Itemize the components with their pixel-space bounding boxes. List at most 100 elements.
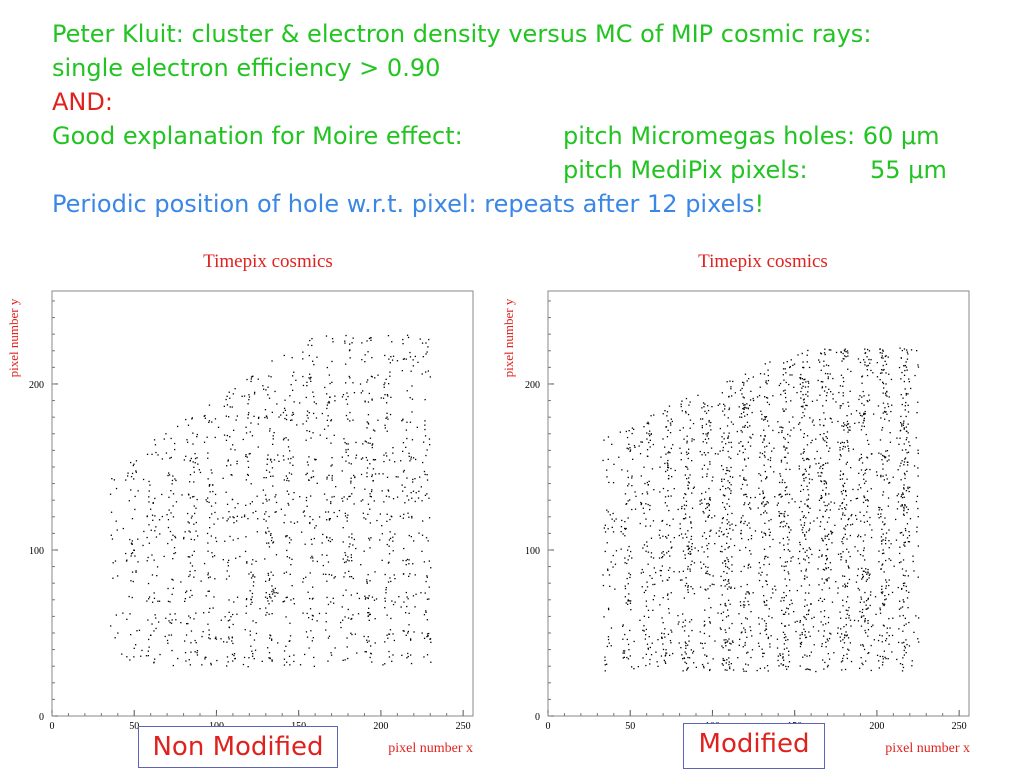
hit-point bbox=[403, 601, 405, 603]
hit-point bbox=[743, 426, 746, 428]
hit-point bbox=[783, 436, 785, 439]
hit-point bbox=[628, 443, 630, 445]
hit-point bbox=[426, 493, 428, 495]
hit-point bbox=[343, 576, 345, 578]
hit-point bbox=[783, 565, 785, 568]
hit-point bbox=[764, 416, 766, 418]
hit-point bbox=[725, 488, 727, 490]
hit-point bbox=[274, 511, 276, 513]
hit-point bbox=[302, 384, 305, 387]
hit-point bbox=[191, 594, 193, 597]
hit-point bbox=[907, 353, 909, 355]
hit-point bbox=[197, 463, 199, 465]
hit-point bbox=[174, 478, 176, 480]
hit-point bbox=[369, 656, 371, 659]
hit-point bbox=[307, 344, 309, 346]
hit-point bbox=[149, 484, 151, 486]
hit-point bbox=[272, 443, 274, 445]
hit-point bbox=[885, 450, 887, 452]
hit-point bbox=[693, 562, 696, 564]
hit-point bbox=[292, 413, 295, 415]
hit-point bbox=[627, 448, 630, 450]
hit-point bbox=[804, 378, 806, 380]
hit-point bbox=[748, 593, 750, 595]
hit-point bbox=[668, 451, 670, 453]
hit-point bbox=[888, 482, 890, 484]
hit-point bbox=[726, 557, 728, 559]
hit-point bbox=[845, 585, 847, 587]
hit-point bbox=[717, 404, 719, 406]
hit-point bbox=[277, 454, 279, 456]
hit-point bbox=[283, 658, 286, 660]
hit-point bbox=[649, 658, 651, 661]
hit-point bbox=[302, 358, 304, 360]
hit-point bbox=[768, 528, 770, 530]
hit-point bbox=[386, 634, 388, 636]
hit-point bbox=[167, 526, 170, 529]
hit-point bbox=[823, 582, 825, 584]
hit-point bbox=[858, 484, 860, 486]
hit-point bbox=[864, 413, 866, 415]
hit-point bbox=[743, 478, 745, 480]
hit-point bbox=[306, 430, 308, 432]
hit-point bbox=[802, 516, 804, 518]
hit-point bbox=[326, 536, 328, 538]
hit-point bbox=[156, 566, 159, 568]
hit-point bbox=[887, 356, 889, 358]
hit-point bbox=[388, 496, 390, 498]
hit-point bbox=[270, 539, 273, 542]
hit-point bbox=[730, 587, 732, 589]
hit-point bbox=[799, 550, 801, 553]
hit-point bbox=[731, 395, 733, 397]
hit-point bbox=[308, 617, 310, 619]
hit-point bbox=[883, 387, 885, 389]
hit-point bbox=[801, 631, 803, 634]
hit-point bbox=[268, 499, 270, 501]
hit-point bbox=[267, 647, 269, 649]
hit-point bbox=[405, 559, 407, 562]
hit-point bbox=[739, 389, 742, 391]
hit-point bbox=[184, 652, 187, 654]
hit-point bbox=[663, 554, 665, 556]
hit-point bbox=[864, 591, 866, 594]
hit-point bbox=[429, 444, 431, 446]
hit-point bbox=[287, 502, 289, 505]
hit-point bbox=[623, 652, 626, 654]
hit-point bbox=[842, 646, 844, 649]
hit-point bbox=[727, 560, 730, 563]
hit-point bbox=[247, 460, 249, 462]
hit-point bbox=[645, 653, 647, 655]
hit-point bbox=[786, 536, 789, 538]
hit-point bbox=[308, 412, 310, 414]
hit-point bbox=[302, 577, 305, 580]
hit-point bbox=[796, 589, 798, 592]
hit-point bbox=[647, 455, 649, 457]
hit-point bbox=[865, 600, 868, 602]
hit-point bbox=[209, 527, 211, 529]
header-line-5-value: 55 μm bbox=[870, 156, 947, 184]
hit-point bbox=[204, 417, 206, 419]
hit-point bbox=[818, 556, 820, 558]
hit-point bbox=[668, 474, 670, 477]
hit-point bbox=[424, 494, 427, 496]
hit-point bbox=[283, 437, 285, 440]
hit-point bbox=[110, 625, 112, 627]
hit-point bbox=[765, 396, 768, 399]
hit-point bbox=[270, 376, 272, 378]
hit-point bbox=[769, 531, 771, 533]
hit-point bbox=[805, 618, 807, 620]
hit-point bbox=[768, 442, 770, 444]
hit-point bbox=[701, 427, 703, 429]
hit-point bbox=[130, 634, 132, 636]
hit-point bbox=[806, 576, 808, 578]
hit-point bbox=[268, 652, 271, 654]
hit-point bbox=[845, 635, 848, 637]
hit-point bbox=[628, 545, 630, 548]
hit-point bbox=[896, 658, 898, 661]
hit-point bbox=[217, 518, 219, 520]
hit-point bbox=[262, 385, 264, 387]
hit-point bbox=[748, 592, 750, 594]
x-tick-label: 0 bbox=[546, 721, 551, 732]
hit-point bbox=[803, 436, 805, 438]
hit-point bbox=[126, 656, 128, 658]
